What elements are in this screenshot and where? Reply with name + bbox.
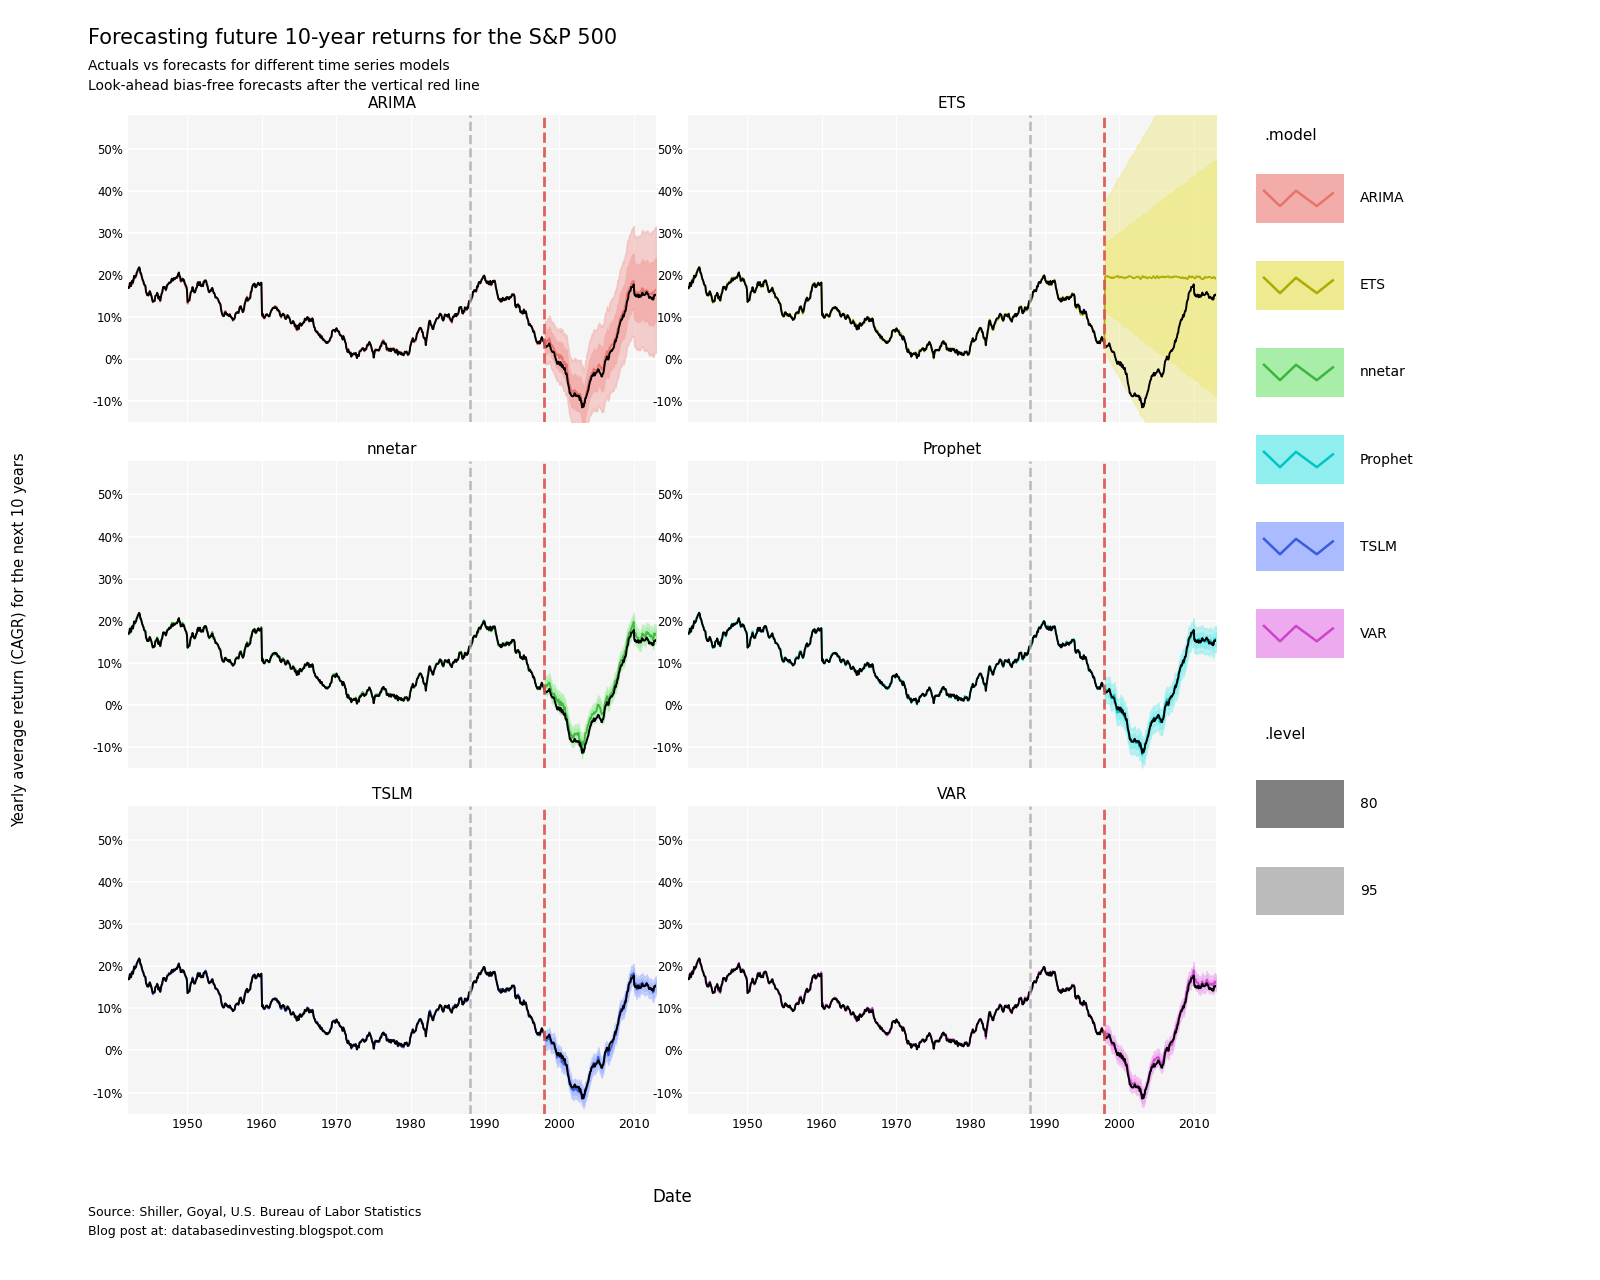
Title: nnetar: nnetar bbox=[366, 442, 418, 457]
Text: 95: 95 bbox=[1360, 884, 1378, 897]
Title: Prophet: Prophet bbox=[922, 442, 982, 457]
Title: VAR: VAR bbox=[938, 787, 966, 803]
Text: Prophet: Prophet bbox=[1360, 453, 1414, 466]
Title: ARIMA: ARIMA bbox=[368, 96, 416, 111]
Text: Yearly average return (CAGR) for the next 10 years: Yearly average return (CAGR) for the nex… bbox=[11, 453, 27, 827]
Text: .model: .model bbox=[1264, 128, 1317, 143]
Text: Look-ahead bias-free forecasts after the vertical red line: Look-ahead bias-free forecasts after the… bbox=[88, 79, 480, 93]
Text: Forecasting future 10-year returns for the S&P 500: Forecasting future 10-year returns for t… bbox=[88, 28, 618, 49]
Text: Blog post at: databasedinvesting.blogspot.com: Blog post at: databasedinvesting.blogspo… bbox=[88, 1225, 384, 1238]
Text: Source: Shiller, Goyal, U.S. Bureau of Labor Statistics: Source: Shiller, Goyal, U.S. Bureau of L… bbox=[88, 1206, 421, 1219]
Text: ETS: ETS bbox=[1360, 279, 1386, 292]
Text: ARIMA: ARIMA bbox=[1360, 192, 1405, 205]
Title: ETS: ETS bbox=[938, 96, 966, 111]
Text: Actuals vs forecasts for different time series models: Actuals vs forecasts for different time … bbox=[88, 59, 450, 73]
Text: TSLM: TSLM bbox=[1360, 540, 1397, 553]
Text: Date: Date bbox=[653, 1188, 691, 1206]
Text: .level: .level bbox=[1264, 727, 1306, 742]
Title: TSLM: TSLM bbox=[371, 787, 413, 803]
Text: 80: 80 bbox=[1360, 797, 1378, 810]
Text: VAR: VAR bbox=[1360, 627, 1387, 640]
Text: nnetar: nnetar bbox=[1360, 366, 1406, 379]
